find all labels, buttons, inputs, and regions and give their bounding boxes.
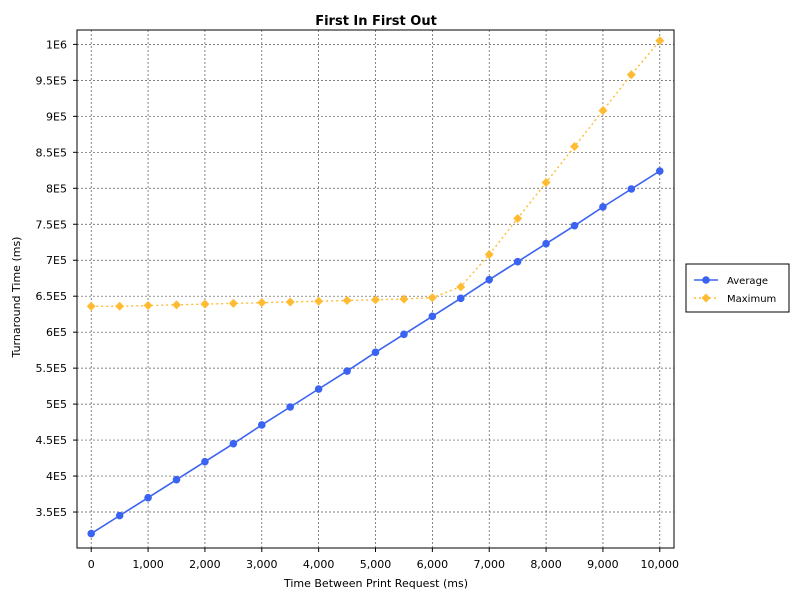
data-point-average <box>172 475 181 484</box>
y-tick-label: 7.5E5 <box>36 218 67 231</box>
data-point-maximum <box>342 296 352 306</box>
data-point-average <box>286 403 295 411</box>
y-axis: 3.5E5 4E5 4.5E5 5E5 5.5E5 6E5 6.5E5 7E5 7.5E5 8E5… <box>36 38 77 519</box>
data-point-maximum <box>456 282 466 292</box>
y-tick-label: 4E5 <box>46 470 67 483</box>
data-point-maximum <box>200 299 210 309</box>
legend-marker-maximum <box>701 293 711 303</box>
x-tick-label: 1,000 <box>132 558 164 571</box>
y-tick-label: 6.5E5 <box>36 290 67 303</box>
data-point-maximum <box>115 301 125 311</box>
chart-title: First In First Out <box>315 14 437 29</box>
data-point-average <box>627 185 636 193</box>
data-point-maximum <box>257 298 267 308</box>
data-point-average <box>371 348 380 357</box>
x-tick-label: 0 <box>88 558 95 571</box>
y-tick-label: 5.5E5 <box>36 362 67 375</box>
x-axis-label: Time Between Print Request (ms) <box>283 577 468 590</box>
legend: Average Maximum <box>685 263 790 313</box>
y-tick-label: 9.5E5 <box>36 74 67 87</box>
legend-item-maximum: Maximum <box>694 293 776 305</box>
data-point-maximum <box>143 301 153 311</box>
data-point-average <box>229 439 238 448</box>
legend-marker-average <box>702 276 710 284</box>
y-tick-label: 8E5 <box>46 182 67 195</box>
data-point-maximum <box>172 300 181 310</box>
y-tick-label: 7E5 <box>46 254 67 267</box>
legend-label: Maximum <box>727 294 776 305</box>
y-tick-label: 5E5 <box>46 398 67 411</box>
data-point-maximum <box>626 70 636 80</box>
x-tick-label: 8,000 <box>530 558 562 571</box>
data-point-maximum <box>371 295 380 305</box>
data-point-average <box>343 367 351 375</box>
y-tick-label: 9E5 <box>46 110 67 123</box>
data-point-average <box>456 294 465 303</box>
y-tick-label: 6E5 <box>46 326 67 339</box>
y-axis-label: Turnaround Time (ms) <box>10 237 23 359</box>
data-point-maximum <box>541 178 551 188</box>
data-point-maximum <box>655 36 665 46</box>
data-point-maximum <box>285 297 295 307</box>
data-point-maximum <box>484 249 494 259</box>
x-tick-label: 5,000 <box>360 558 392 571</box>
series-layer <box>86 36 665 538</box>
data-point-average <box>655 167 664 175</box>
data-point-maximum <box>399 294 409 304</box>
data-point-maximum <box>314 296 324 306</box>
data-point-maximum <box>598 106 608 116</box>
data-point-average <box>513 257 522 266</box>
data-point-maximum <box>228 298 238 308</box>
data-point-average <box>599 203 607 211</box>
grid <box>77 30 674 548</box>
data-point-maximum <box>570 142 579 152</box>
data-point-average <box>542 239 550 248</box>
x-tick-label: 2,000 <box>189 558 221 571</box>
data-point-average <box>257 421 266 429</box>
x-tick-label: 10,000 <box>641 558 680 571</box>
y-tick-label: 4.5E5 <box>36 434 67 447</box>
data-point-maximum <box>86 301 96 311</box>
legend-label: Average <box>727 276 768 287</box>
data-point-average <box>201 457 209 466</box>
data-point-average <box>400 330 408 339</box>
x-axis: 0 1,000 2,000 3,000 4,000 5,000 6,000 7,000 8,00… <box>88 548 679 571</box>
data-point-average <box>570 221 579 230</box>
data-point-average <box>115 511 124 520</box>
x-tick-label: 9,000 <box>587 558 619 571</box>
data-point-average <box>314 385 323 393</box>
series-average <box>87 167 664 538</box>
data-point-average <box>144 493 152 502</box>
x-tick-label: 3,000 <box>246 558 278 571</box>
y-tick-label: 1E6 <box>46 38 67 51</box>
legend-item-average: Average <box>694 276 768 287</box>
data-point-average <box>485 275 494 284</box>
series-maximum <box>86 36 665 311</box>
data-point-maximum <box>513 213 523 223</box>
y-tick-label: 3.5E5 <box>36 506 67 519</box>
y-tick-label: 8.5E5 <box>36 146 67 159</box>
data-point-maximum <box>427 293 437 303</box>
legend-box <box>685 263 790 313</box>
data-point-average <box>87 529 96 538</box>
x-tick-label: 4,000 <box>303 558 335 571</box>
x-tick-label: 6,000 <box>417 558 449 571</box>
x-tick-label: 7,000 <box>473 558 505 571</box>
data-point-average <box>428 312 437 321</box>
